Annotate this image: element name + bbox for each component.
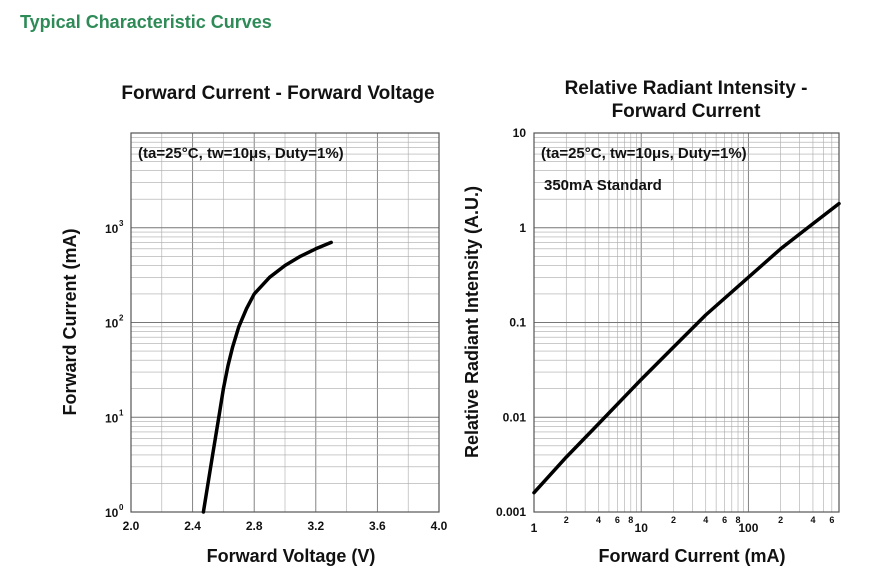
chart2-series-curve	[534, 204, 839, 493]
chart2-xtick-label: 10	[635, 521, 649, 535]
chart2-ytick-label: 0.001	[496, 505, 526, 519]
chart2-xtick-minor-label: 8	[736, 515, 741, 525]
chart2-xtick-minor-label: 4	[810, 515, 815, 525]
chart1-xtick-label: 3.2	[307, 519, 324, 533]
chart1-xlabel: Forward Voltage (V)	[207, 546, 376, 566]
chart2-xtick-minor-label: 4	[703, 515, 708, 525]
chart2-standard-annotation: 350mA Standard	[544, 177, 662, 194]
chart2-ylabel: Relative Radiant Intensity (A.U.)	[462, 186, 482, 458]
chart1-series-curve	[203, 242, 331, 512]
chart1-ytick-label: 10	[105, 411, 119, 425]
chart2-xtick-minor-label: 8	[628, 515, 633, 525]
chart2-xtick-minor-label: 6	[722, 515, 727, 525]
chart-forward-current-voltage: Forward Current - Forward Voltage 2.0 2.4…	[60, 83, 448, 566]
chart-radiant-intensity-current: Relative Radiant Intensity - Forward Cur…	[462, 78, 839, 566]
chart2-xtick-minor-label: 4	[596, 515, 601, 525]
chart1-ytick-exponent: 0	[119, 503, 124, 512]
chart2-xtick-label: 1	[531, 521, 538, 535]
chart1-condition-annotation: (ta=25°C, tw=10μs, Duty=1%)	[138, 145, 344, 162]
chart1-ytick-exponent: 3	[119, 219, 124, 228]
chart2-ytick-label: 1	[519, 221, 526, 235]
chart1-xtick-label: 2.0	[123, 519, 140, 533]
chart1-xtick-label: 2.8	[246, 519, 263, 533]
chart2-xtick-label: 100	[738, 521, 758, 535]
chart2-xtick-minor-label: 6	[829, 515, 834, 525]
chart1-ytick-exponent: 1	[119, 408, 124, 417]
chart1-xtick-label: 2.4	[184, 519, 201, 533]
chart1-xtick-label: 4.0	[431, 519, 448, 533]
chart1-title: Forward Current - Forward Voltage	[121, 83, 434, 104]
chart2-title-line2: Forward Current	[612, 101, 762, 122]
chart2-xtick-minor-label: 2	[671, 515, 676, 525]
chart1-ylabel: Forward Current (mA)	[60, 228, 80, 415]
chart2-xtick-minor-label: 2	[564, 515, 569, 525]
chart2-ytick-label: 10	[513, 126, 527, 140]
chart2-ytick-label: 0.1	[509, 316, 526, 330]
chart2-ytick-label: 0.01	[503, 410, 527, 424]
chart1-ytick-label: 10	[105, 506, 119, 520]
chart2-xtick-minor-label: 6	[615, 515, 620, 525]
chart1-ytick-exponent: 2	[119, 314, 124, 323]
chart2-xlabel: Forward Current (mA)	[598, 546, 785, 566]
chart2-condition-annotation: (ta=25°C, tw=10μs, Duty=1%)	[541, 145, 747, 162]
chart1-ytick-label: 10	[105, 222, 119, 236]
chart1-ytick-label: 10	[105, 317, 119, 331]
chart1-xtick-label: 3.6	[369, 519, 386, 533]
chart2-title-line1: Relative Radiant Intensity -	[565, 78, 808, 99]
chart2-xtick-minor-label: 2	[778, 515, 783, 525]
